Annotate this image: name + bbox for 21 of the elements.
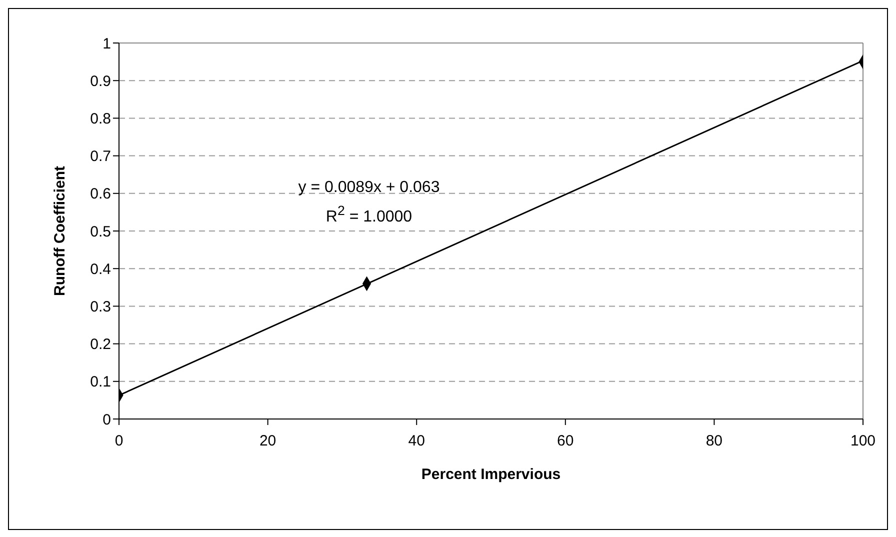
y-tick-label: 0.9	[90, 72, 111, 90]
annotation: R$^{2}$ = 1.0000	[324, 203, 414, 226]
y-tick-label: 0.5	[90, 223, 111, 240]
x-tick-label: 0	[114, 432, 124, 450]
x-tick-label: 40	[408, 432, 425, 450]
x-tick-label: 80	[706, 432, 723, 450]
y-tick-label: 1	[102, 35, 111, 52]
y-tick-label: 0.6	[90, 186, 111, 203]
x-tick-label: 20	[259, 432, 276, 450]
x-tick-label: 100	[850, 432, 876, 450]
y-tick-label: 0.4	[90, 260, 111, 278]
y-tick-label: 0.2	[90, 336, 111, 354]
annotation: y = 0.0089x + 0.063	[297, 179, 441, 197]
y-axis-title: Runoff Coefficient	[51, 166, 68, 296]
x-axis-title: Percent Impervious	[421, 466, 561, 483]
y-tick-label: 0.3	[90, 298, 111, 316]
y-tick-label: 0.7	[90, 148, 111, 166]
y-tick-label: 0.8	[90, 110, 111, 128]
x-tick-label: 60	[557, 432, 574, 450]
y-tick-label: 0.1	[90, 374, 111, 391]
y-tick-label: 0	[102, 411, 111, 428]
